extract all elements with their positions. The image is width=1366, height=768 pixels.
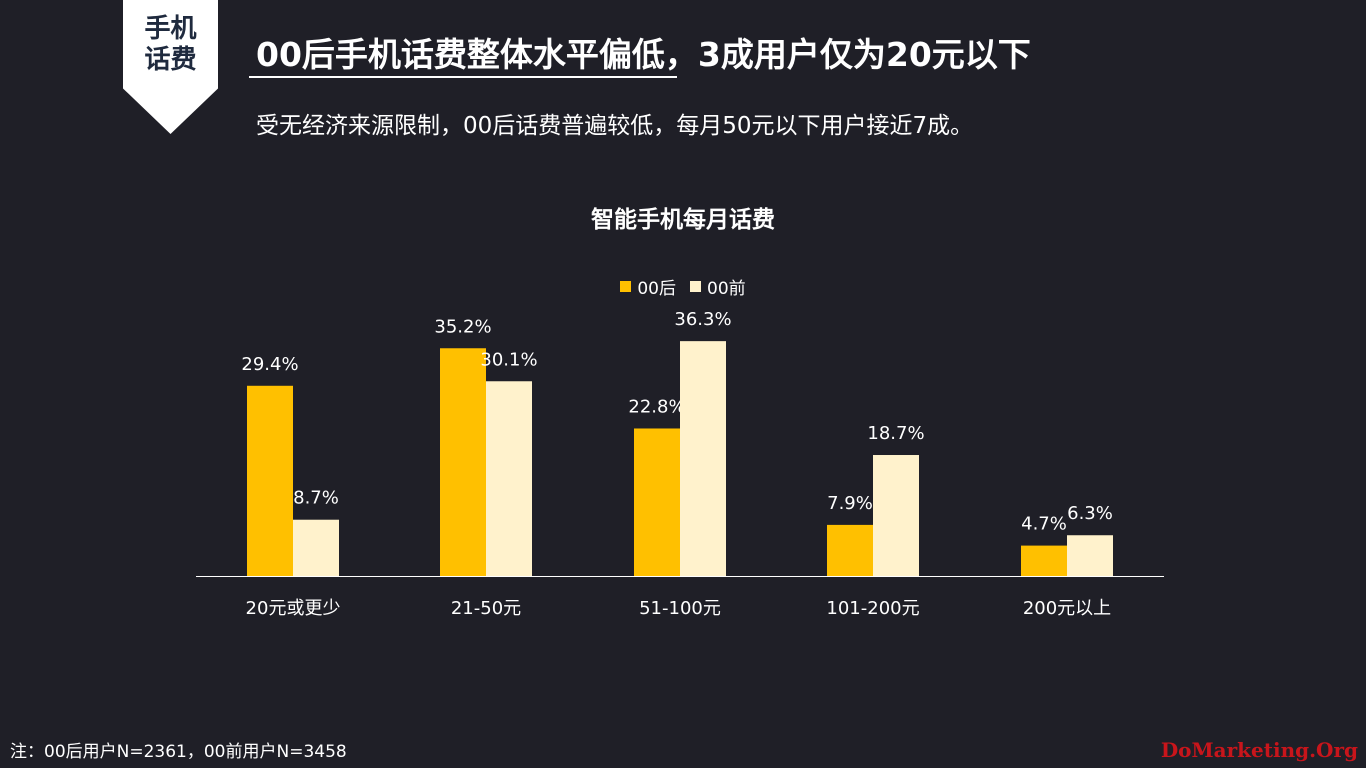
watermark: DoMarketing.Org — [1160, 738, 1358, 762]
data-label-series-1-4: 4.7% — [1021, 514, 1067, 535]
section-tag-line1: 手机 — [144, 14, 197, 44]
page-subtitle: 受无经济来源限制，00后话费普遍较低，每月50元以下用户接近7成。 — [256, 113, 974, 139]
section-tag-label: 手机 话费 — [123, 14, 218, 76]
data-label-series-1-1: 35.2% — [434, 316, 491, 337]
page-title: 00后手机话费整体水平偏低，3成用户仅为20元以下 — [256, 35, 1031, 74]
legend-swatch-series-1 — [620, 281, 632, 292]
bar-series-1-2 — [634, 428, 680, 576]
chart-legend: 00后 00前 — [0, 274, 1366, 299]
legend-item-series-1: 00后 — [620, 274, 676, 299]
bar-series-1-3 — [827, 524, 873, 576]
bar-series-2-0 — [293, 519, 339, 576]
chart-title: 智能手机每月话费 — [591, 207, 775, 233]
bar-series-2-1 — [486, 381, 532, 576]
section-tag-line2: 话费 — [144, 45, 197, 75]
x-tick-label-4: 200元以上 — [1023, 598, 1111, 619]
legend-label-series-2: 00前 — [707, 279, 746, 299]
bar-series-1-4 — [1021, 545, 1067, 576]
data-label-series-1-0: 29.4% — [241, 354, 298, 375]
x-tick-label-2: 51-100元 — [639, 598, 721, 619]
data-label-series-1-2: 22.8% — [628, 396, 685, 417]
data-label-series-2-4: 6.3% — [1067, 503, 1113, 524]
data-label-series-2-2: 36.3% — [674, 309, 731, 330]
x-tick-label-1: 21-50元 — [451, 598, 521, 619]
bar-series-2-3 — [873, 455, 919, 576]
bar-series-2-4 — [1067, 535, 1113, 576]
data-label-series-1-3: 7.9% — [827, 493, 873, 514]
x-tick-label-3: 101-200元 — [826, 598, 919, 619]
data-label-series-2-1: 30.1% — [480, 349, 537, 370]
bar-series-1-1 — [440, 348, 486, 576]
legend-label-series-1: 00后 — [637, 279, 676, 299]
bar-series-1-0 — [247, 385, 293, 576]
data-label-series-2-0: 8.7% — [293, 488, 339, 509]
x-tick-label-0: 20元或更少 — [246, 598, 341, 619]
legend-item-series-2: 00前 — [690, 274, 746, 299]
bar-series-2-2 — [680, 341, 726, 576]
footnote: 注：00后用户N=2361，00前用户N=3458 — [10, 742, 347, 762]
data-label-series-2-3: 18.7% — [867, 423, 924, 444]
legend-swatch-series-2 — [690, 281, 701, 292]
title-underline — [249, 76, 677, 78]
